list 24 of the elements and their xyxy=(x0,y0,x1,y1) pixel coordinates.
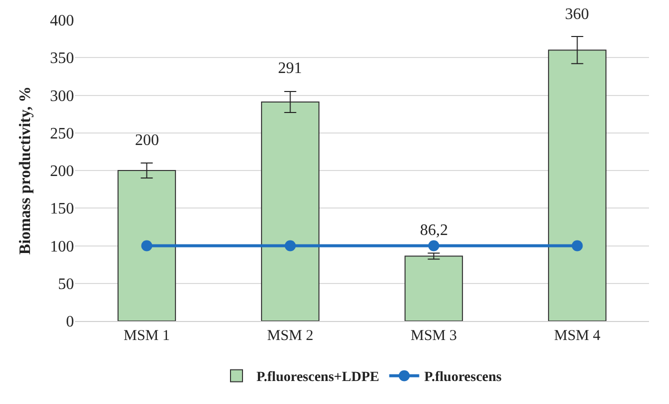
y-axis-title: Biomass productivity, % xyxy=(16,86,34,255)
legend-label: P.fluorescens+LDPE xyxy=(256,370,380,386)
bar xyxy=(404,256,463,321)
data-label: 291 xyxy=(278,60,302,77)
x-tick-label: MSM 1 xyxy=(124,328,170,344)
y-tick-label: 350 xyxy=(50,50,74,68)
data-label: 360 xyxy=(565,6,589,23)
y-tick-label: 0 xyxy=(66,314,74,331)
y-tick-label: 50 xyxy=(58,276,74,293)
x-tick-label: MSM 4 xyxy=(554,328,601,344)
x-tick-label: MSM 2 xyxy=(267,328,314,344)
data-label: 86,2 xyxy=(420,222,448,239)
y-tick-label: 200 xyxy=(50,163,74,180)
y-tick-label: 150 xyxy=(50,200,74,218)
bar xyxy=(548,50,606,321)
data-label: 200 xyxy=(135,132,159,149)
legend-label: P.fluorescens xyxy=(424,370,502,386)
y-tick-label: 300 xyxy=(50,88,74,105)
bar xyxy=(261,102,320,321)
y-tick-label: 100 xyxy=(50,238,74,256)
y-tick-label: 400 xyxy=(50,12,74,30)
x-tick-label: MSM 3 xyxy=(410,328,457,344)
y-tick-label: 250 xyxy=(50,125,74,142)
bar xyxy=(118,170,176,321)
